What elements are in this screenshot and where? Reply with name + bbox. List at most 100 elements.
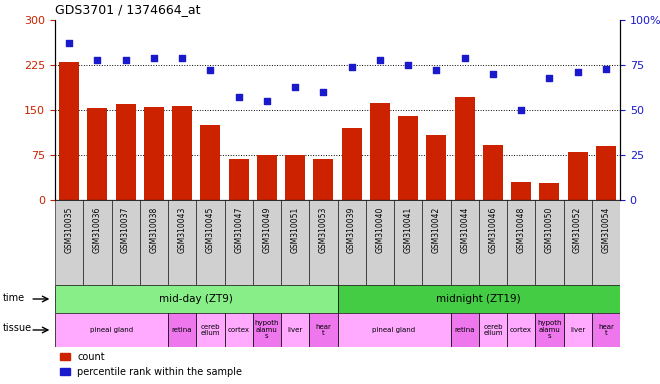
Point — [544, 74, 554, 81]
Bar — [55, 313, 168, 347]
Bar — [229, 159, 249, 200]
Bar — [455, 97, 475, 200]
Bar — [592, 200, 620, 285]
Point — [601, 66, 611, 72]
Bar — [564, 313, 592, 347]
Bar — [366, 200, 394, 285]
Bar — [337, 313, 451, 347]
Bar — [115, 104, 135, 200]
Text: GSM310051: GSM310051 — [290, 207, 300, 253]
Bar — [88, 108, 108, 200]
Bar — [168, 200, 196, 285]
Bar — [507, 200, 535, 285]
Text: hypoth
alamu
s: hypoth alamu s — [255, 321, 279, 339]
Text: GSM310039: GSM310039 — [347, 207, 356, 253]
Bar — [337, 200, 366, 285]
Bar — [201, 125, 220, 200]
Bar — [512, 182, 531, 200]
Bar — [422, 200, 451, 285]
Text: GSM310036: GSM310036 — [93, 207, 102, 253]
Bar — [144, 107, 164, 200]
Bar — [568, 152, 587, 200]
Text: GSM310041: GSM310041 — [404, 207, 412, 253]
Bar — [310, 313, 337, 347]
Text: pineal gland: pineal gland — [372, 327, 416, 333]
Bar — [196, 313, 224, 347]
Bar — [539, 183, 559, 200]
Text: GSM310043: GSM310043 — [178, 207, 187, 253]
Text: cortex: cortex — [510, 327, 532, 333]
Text: GSM310052: GSM310052 — [573, 207, 582, 253]
Text: liver: liver — [288, 327, 303, 333]
Text: hypoth
alamu
s: hypoth alamu s — [537, 321, 562, 339]
Text: GSM310050: GSM310050 — [545, 207, 554, 253]
Text: hear
t: hear t — [598, 324, 614, 336]
Point — [431, 67, 442, 73]
Bar — [483, 145, 503, 200]
Text: liver: liver — [570, 327, 585, 333]
Text: time: time — [3, 293, 25, 303]
Text: GSM310045: GSM310045 — [206, 207, 215, 253]
Text: midnight (ZT19): midnight (ZT19) — [436, 294, 521, 304]
Bar — [394, 200, 422, 285]
Legend: count, percentile rank within the sample: count, percentile rank within the sample — [60, 352, 242, 377]
Bar — [337, 285, 620, 313]
Bar — [564, 200, 592, 285]
Point — [346, 64, 357, 70]
Bar — [478, 313, 507, 347]
Bar — [507, 313, 535, 347]
Text: hear
t: hear t — [315, 324, 331, 336]
Text: GSM310047: GSM310047 — [234, 207, 243, 253]
Text: GSM310042: GSM310042 — [432, 207, 441, 253]
Bar — [59, 62, 79, 200]
Text: cortex: cortex — [228, 327, 249, 333]
Point — [375, 56, 385, 63]
Point — [572, 69, 583, 75]
Bar — [535, 200, 564, 285]
Point — [148, 55, 159, 61]
Text: retina: retina — [172, 327, 192, 333]
Bar — [172, 106, 192, 200]
Point — [488, 71, 498, 77]
Bar — [342, 128, 362, 200]
Text: GSM310046: GSM310046 — [488, 207, 498, 253]
Bar — [451, 200, 478, 285]
Bar — [253, 200, 281, 285]
Bar — [285, 155, 305, 200]
Bar — [55, 285, 337, 313]
Point — [234, 94, 244, 101]
Text: tissue: tissue — [3, 323, 32, 333]
Bar — [140, 200, 168, 285]
Point — [318, 89, 329, 95]
Point — [290, 84, 300, 90]
Point — [92, 56, 103, 63]
Bar — [281, 313, 310, 347]
Bar — [55, 200, 83, 285]
Text: GSM310040: GSM310040 — [376, 207, 384, 253]
Bar — [451, 313, 478, 347]
Bar — [224, 313, 253, 347]
Bar — [112, 200, 140, 285]
Text: GSM310054: GSM310054 — [601, 207, 610, 253]
Text: retina: retina — [454, 327, 475, 333]
Bar — [478, 200, 507, 285]
Point — [64, 40, 75, 46]
Bar — [314, 159, 333, 200]
Bar — [253, 313, 281, 347]
Point — [261, 98, 272, 104]
Bar — [310, 200, 337, 285]
Point — [516, 107, 527, 113]
Point — [205, 67, 216, 73]
Bar — [370, 103, 390, 200]
Text: mid-day (ZT9): mid-day (ZT9) — [159, 294, 233, 304]
Bar — [535, 313, 564, 347]
Text: GSM310037: GSM310037 — [121, 207, 130, 253]
Point — [120, 56, 131, 63]
Bar — [398, 116, 418, 200]
Text: GDS3701 / 1374664_at: GDS3701 / 1374664_at — [55, 3, 201, 16]
Point — [177, 55, 187, 61]
Text: GSM310044: GSM310044 — [460, 207, 469, 253]
Bar — [257, 155, 277, 200]
Text: GSM310035: GSM310035 — [65, 207, 74, 253]
Text: GSM310048: GSM310048 — [517, 207, 525, 253]
